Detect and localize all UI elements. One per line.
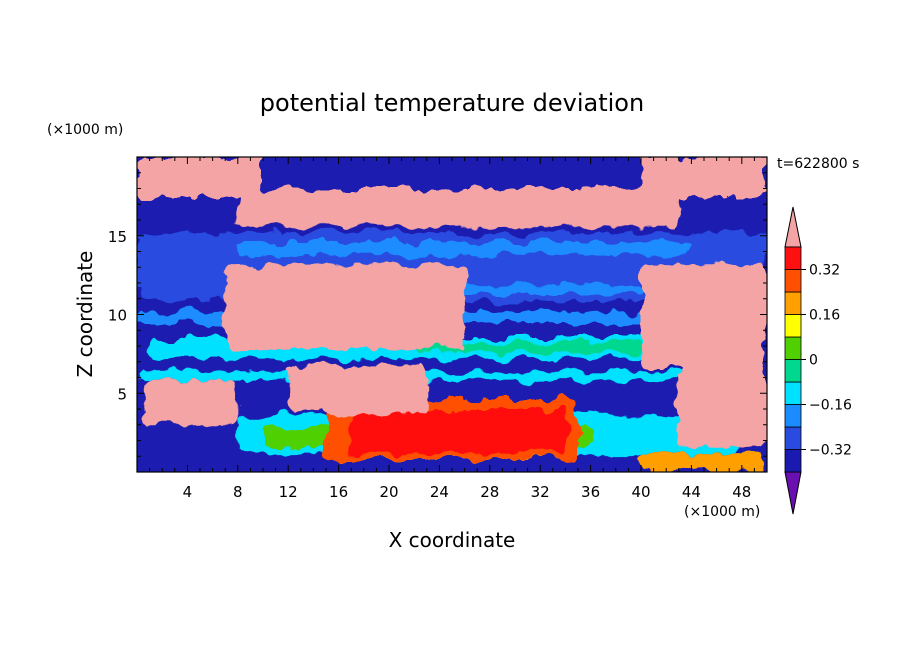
x-tick-label: 32 bbox=[531, 483, 550, 501]
x-tick-label: 4 bbox=[183, 483, 193, 501]
x-tick-label: 28 bbox=[480, 483, 499, 501]
contour-region bbox=[263, 157, 641, 189]
y-axis-label: Z coordinate bbox=[73, 251, 97, 378]
contour-region bbox=[678, 339, 767, 447]
y-tick-label: 15 bbox=[108, 228, 127, 246]
y-axis-unit: (×1000 m) bbox=[47, 122, 123, 138]
contour-region bbox=[641, 453, 767, 471]
x-tick-label: 36 bbox=[581, 483, 600, 501]
colorbar-extend-max bbox=[784, 206, 802, 248]
x-tick-label: 16 bbox=[329, 483, 348, 501]
colorbar-label: 0.32 bbox=[809, 263, 840, 279]
contour-region bbox=[288, 364, 427, 413]
x-tick-label: 24 bbox=[430, 483, 449, 501]
x-tick-label: 12 bbox=[279, 483, 298, 501]
x-axis-label: X coordinate bbox=[389, 528, 516, 552]
x-tick-label: 44 bbox=[682, 483, 701, 501]
contour-region bbox=[143, 380, 238, 425]
colorbar-label: −0.32 bbox=[809, 443, 852, 459]
x-tick-label: 40 bbox=[631, 483, 650, 501]
contour-field bbox=[137, 157, 767, 472]
colorbar-segment bbox=[784, 314, 802, 338]
colorbar-segment bbox=[784, 291, 802, 315]
contour-region bbox=[414, 341, 641, 353]
colorbar-segment bbox=[784, 269, 802, 293]
x-tick-label: 48 bbox=[732, 483, 751, 501]
colorbar-segment bbox=[784, 336, 802, 360]
contour-region bbox=[351, 409, 566, 454]
time-label: t=622800 s bbox=[777, 156, 859, 172]
contour-region bbox=[237, 242, 692, 255]
y-tick-label: 10 bbox=[108, 307, 127, 325]
colorbar: 0.32 0.16 0 −0.16 −0.32 bbox=[784, 206, 852, 515]
x-tick-label: 20 bbox=[379, 483, 398, 501]
colorbar-extend-min bbox=[784, 471, 802, 515]
x-tick-label: 8 bbox=[233, 483, 243, 501]
contour-region bbox=[237, 194, 679, 227]
x-axis: 4 8 12 16 20 24 28 32 36 40 44 48 bbox=[136, 157, 768, 501]
colorbar-segment bbox=[784, 426, 802, 450]
colorbar-segment bbox=[784, 246, 802, 270]
y-tick-label: 5 bbox=[117, 385, 127, 403]
contour-region bbox=[137, 371, 767, 381]
colorbar-segment bbox=[784, 359, 802, 383]
chart-title: potential temperature deviation bbox=[260, 89, 644, 117]
colorbar-segment bbox=[784, 404, 802, 428]
colorbar-segment bbox=[784, 381, 802, 405]
contour-region bbox=[225, 264, 465, 350]
colorbar-label: 0.16 bbox=[809, 308, 840, 324]
colorbar-label: 0 bbox=[809, 353, 818, 369]
y-axis: 5 10 15 bbox=[108, 156, 767, 473]
colorbar-label: −0.16 bbox=[809, 398, 852, 414]
colorbar-segment bbox=[784, 449, 802, 473]
x-axis-unit: (×1000 m) bbox=[684, 504, 760, 520]
